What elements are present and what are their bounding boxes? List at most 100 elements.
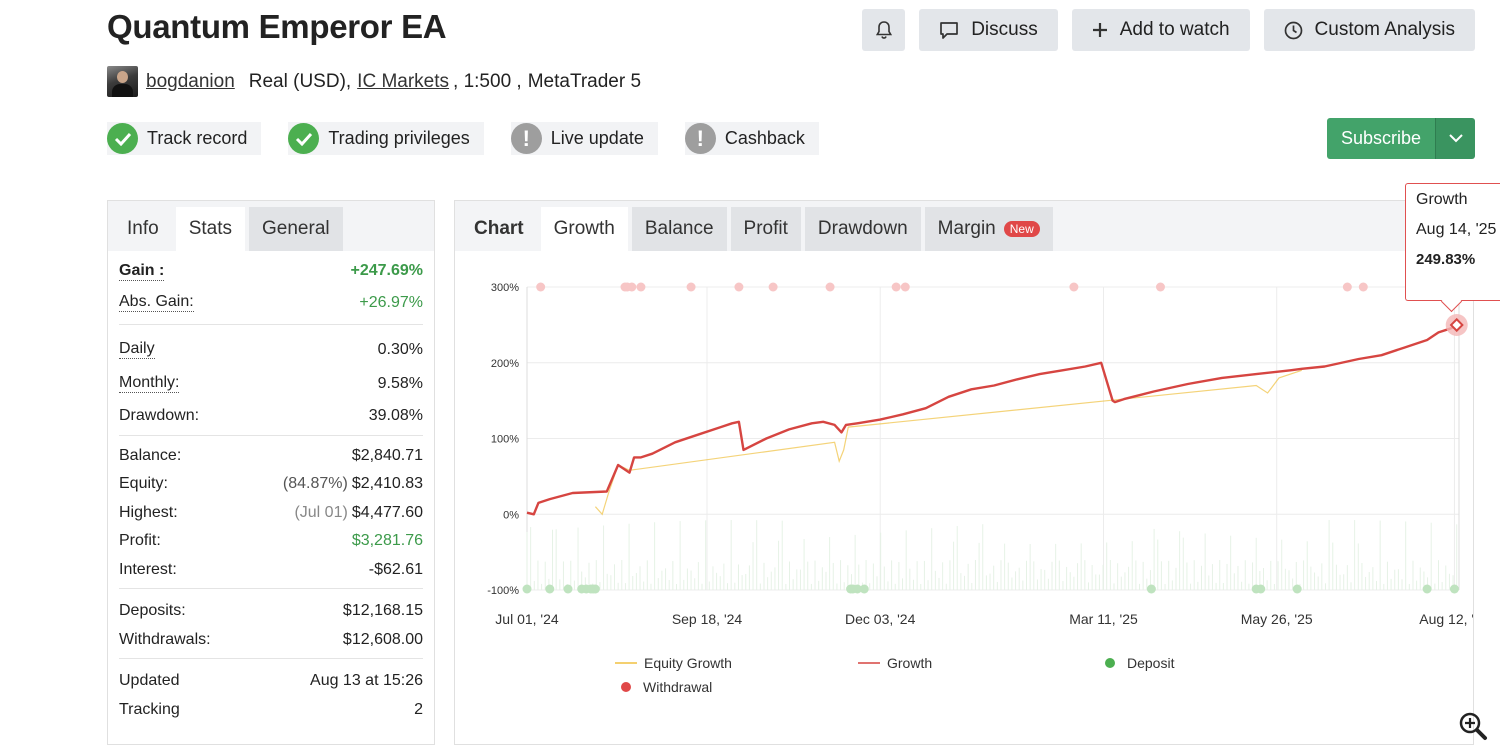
highlight-point [1449, 317, 1464, 333]
withdrawal-marker [686, 282, 696, 292]
exclamation-icon: ! [510, 123, 542, 154]
author-link[interactable]: bogdanion [146, 70, 235, 92]
deposit-marker [852, 584, 862, 594]
drawdown-label: Drawdown: [119, 406, 200, 424]
check-icon [107, 123, 138, 154]
withdrawal-marker [1358, 282, 1368, 292]
badge-label: Track record [147, 128, 248, 148]
y-tick-label: 100% [491, 434, 519, 446]
tab-stats[interactable]: Stats [175, 207, 246, 251]
tab-chart[interactable]: Chart [474, 218, 524, 239]
stat-tracking: Tracking 2 [119, 696, 423, 725]
tab-growth[interactable]: Growth [540, 207, 628, 251]
profit-value: $3,281.76 [351, 532, 423, 550]
stat-withdrawals: Withdrawals: $12,608.00 [119, 626, 423, 655]
interest-value: -$62.61 [368, 560, 423, 578]
updated-label: Updated [119, 672, 180, 690]
chart-tabs: Chart Growth Balance Profit Drawdown Mar… [455, 201, 1473, 251]
tab-info[interactable]: Info [127, 218, 159, 239]
gain-label[interactable]: Gain : [119, 261, 165, 281]
deposit-marker [1146, 584, 1156, 594]
avatar[interactable] [107, 66, 138, 97]
daily-label[interactable]: Daily [119, 340, 155, 359]
deposit-marker [1449, 584, 1459, 594]
badge-cashback[interactable]: ! Cashback [684, 122, 819, 155]
margin-label: Margin [937, 218, 996, 239]
tab-balance[interactable]: Balance [631, 207, 727, 251]
interest-label: Interest: [119, 560, 177, 578]
equity-value: $2,410.83 [351, 475, 423, 493]
stat-profit: Profit: $3,281.76 [119, 527, 423, 556]
growth-chart[interactable]: 300% 200% 100% 0% -100% Jul 01, '24 Sep 18, '2… [455, 251, 1474, 745]
subscribe-dropdown[interactable] [1435, 118, 1475, 159]
legend-growth: Growth [887, 655, 932, 671]
badge-trading-privileges[interactable]: Trading privileges [288, 122, 484, 155]
equity-percent: (84.87%) [282, 475, 348, 493]
platform: MetaTrader 5 [527, 70, 642, 92]
exclamation-icon: ! [684, 123, 716, 154]
daily-value: 0.30% [377, 340, 423, 358]
tab-profit[interactable]: Profit [730, 207, 801, 251]
abs-gain-label[interactable]: Abs. Gain: [119, 293, 194, 312]
withdrawal-marker [768, 282, 778, 292]
y-tick-label: 300% [491, 282, 519, 294]
deposit-marker [545, 584, 555, 594]
broker-link[interactable]: IC Markets [357, 70, 450, 92]
stat-deposits: Deposits: $12,168.15 [119, 597, 423, 626]
stat-daily: Daily 0.30% [119, 333, 423, 367]
withdrawal-marker [1155, 282, 1165, 292]
x-tick-label: Jul 01, '24 [495, 611, 559, 627]
withdrawal-marker [536, 282, 546, 292]
stat-highest: Highest: (Jul 01) $4,477.60 [119, 499, 423, 528]
custom-analysis-button[interactable]: Custom Analysis [1263, 9, 1475, 51]
equity-label: Equity: [119, 475, 168, 493]
subscribe-button[interactable]: Subscribe [1326, 118, 1435, 159]
deposit-marker [859, 584, 869, 594]
withdrawals-label: Withdrawals: [119, 630, 211, 648]
add-to-watch-button[interactable]: Add to watch [1071, 9, 1250, 51]
y-tick-label: 200% [491, 358, 519, 370]
stat-balance: Balance: $2,840.71 [119, 442, 423, 471]
monthly-label[interactable]: Monthly: [119, 374, 180, 393]
plus-icon [1092, 23, 1107, 37]
series-equity-growth [594, 369, 1302, 516]
withdrawal-marker [734, 282, 744, 292]
x-tick-label: May 26, '25 [1241, 611, 1313, 627]
x-tick-label: Mar 11, '25 [1069, 611, 1138, 627]
x-tick-label: Aug 12, '25 [1419, 611, 1474, 627]
withdrawal-marker [825, 282, 835, 292]
discuss-button[interactable]: Discuss [919, 9, 1058, 51]
zoom-icon[interactable] [1458, 711, 1488, 741]
page-title: Quantum Emperor EA [107, 8, 447, 45]
tab-margin[interactable]: Margin New [924, 207, 1053, 251]
withdrawal-marker [1069, 282, 1079, 292]
deposits-label: Deposits: [119, 602, 186, 620]
deposits-value: $12,168.15 [342, 602, 423, 620]
stat-abs-gain: Abs. Gain: +26.97% [119, 286, 423, 320]
badge-live-update[interactable]: ! Live update [510, 122, 658, 155]
badge-track-record[interactable]: Track record [107, 122, 262, 155]
header-actions: Discuss Add to watch Custom Analysis [862, 9, 1475, 51]
clock-icon [1284, 21, 1302, 39]
watch-label: Add to watch [1119, 19, 1230, 40]
chevron-down-icon [1448, 134, 1463, 143]
stat-monthly: Monthly: 9.58% [119, 367, 423, 401]
withdrawal-marker [891, 282, 901, 292]
legend-withdrawal: Withdrawal [643, 679, 712, 695]
stats-list: Gain : +247.69% Abs. Gain: +26.97% Daily 0.… [108, 251, 434, 728]
stat-equity: Equity: (84.87%) $2,410.83 [119, 470, 423, 499]
profit-label: Profit: [119, 532, 161, 550]
account-type: Real (USD), [248, 70, 352, 92]
tab-drawdown[interactable]: Drawdown [804, 207, 921, 251]
series-growth [526, 323, 1460, 516]
drawdown-value: 39.08% [368, 406, 423, 424]
y-tick-label: -100% [487, 585, 519, 597]
notify-button[interactable] [862, 9, 906, 51]
new-badge: New [1003, 221, 1040, 237]
deposit-marker [563, 584, 573, 594]
deposit-marker [1422, 584, 1432, 594]
chart-panel: Chart Growth Balance Profit Drawdown Mar… [454, 200, 1474, 745]
badge-label: Trading privileges [328, 128, 470, 148]
tab-general[interactable]: General [249, 207, 343, 251]
legend-deposit: Deposit [1127, 655, 1175, 671]
